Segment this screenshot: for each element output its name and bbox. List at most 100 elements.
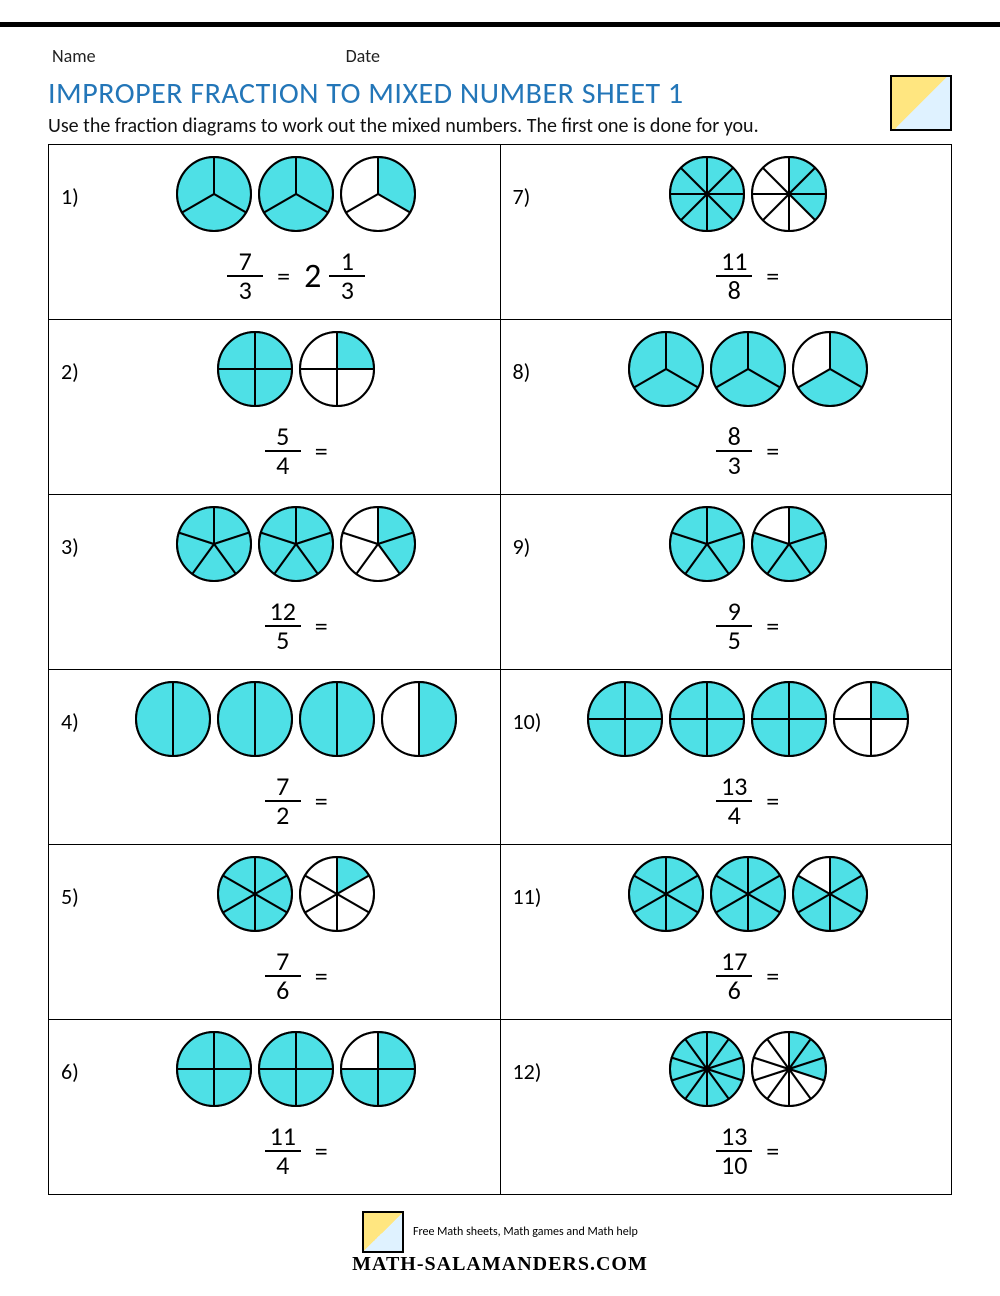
- name-label: Name: [52, 45, 96, 67]
- fraction-circle: [339, 155, 417, 238]
- cell: 3) 125 =: [49, 495, 501, 670]
- circle-row: [175, 155, 417, 238]
- cell: 7) 118 =: [500, 145, 952, 320]
- circle-row: [175, 505, 417, 588]
- fraction-circle: [668, 680, 746, 763]
- equals-sign: =: [766, 260, 779, 292]
- equals-sign: =: [315, 610, 328, 642]
- fraction-circle: [257, 155, 335, 238]
- question-number: 7): [513, 155, 557, 210]
- circle-row: [668, 155, 828, 238]
- fraction-circle: [257, 1030, 335, 1113]
- footer-brand: MATH-SALAMANDERS.COM: [48, 1253, 952, 1276]
- cell: 5) 76 =: [49, 845, 501, 1020]
- circle-row: [216, 330, 376, 413]
- fraction-circle: [709, 855, 787, 938]
- instructions: Use the fraction diagrams to work out th…: [48, 114, 759, 138]
- fraction: 76: [265, 948, 301, 1005]
- question-number: 3): [61, 505, 105, 560]
- worksheet-grid: 1) 73 = 213 7) 118 = 2) 54 =: [48, 144, 952, 1195]
- fraction-circle: [175, 505, 253, 588]
- circle-row: [668, 1030, 828, 1113]
- question-number: 8): [513, 330, 557, 385]
- fraction-circle: [216, 330, 294, 413]
- fraction-circle: [627, 855, 705, 938]
- circle-row: [627, 855, 869, 938]
- fraction-circle: [750, 680, 828, 763]
- fraction-circle: [668, 505, 746, 588]
- equals-sign: =: [766, 610, 779, 642]
- fraction-circle: [298, 855, 376, 938]
- equals-sign: =: [315, 1135, 328, 1167]
- circle-row: [668, 505, 828, 588]
- equals-sign: =: [315, 960, 328, 992]
- question-number: 9): [513, 505, 557, 560]
- fraction-circle: [175, 1030, 253, 1113]
- fraction-circle: [586, 680, 664, 763]
- cell: 8) 83 =: [500, 320, 952, 495]
- fraction-circle: [750, 1030, 828, 1113]
- circle-row: [586, 680, 910, 763]
- question-number: 4): [61, 680, 105, 735]
- equals-sign: =: [315, 785, 328, 817]
- fraction-circle: [832, 680, 910, 763]
- fraction-circle: [339, 1030, 417, 1113]
- equals-sign: =: [766, 435, 779, 467]
- cell: 4) 72 =: [49, 670, 501, 845]
- cell: 11) 176 =: [500, 845, 952, 1020]
- question-number: 10): [513, 680, 557, 735]
- equals-sign: =: [766, 960, 779, 992]
- footer: Free Math sheets, Math games and Math he…: [48, 1211, 952, 1276]
- cell: 10) 134 =: [500, 670, 952, 845]
- answer: 213: [304, 248, 365, 305]
- question-number: 6): [61, 1030, 105, 1085]
- footer-logo-icon: [362, 1211, 404, 1253]
- cell: 1) 73 = 213: [49, 145, 501, 320]
- fraction: 134: [716, 773, 752, 830]
- question-number: 11): [513, 855, 557, 910]
- fraction-circle: [668, 155, 746, 238]
- fraction: 13: [329, 248, 365, 305]
- fraction-circle: [791, 330, 869, 413]
- fraction-circle: [257, 505, 335, 588]
- fraction-circle: [709, 330, 787, 413]
- question-number: 2): [61, 330, 105, 385]
- fraction-circle: [298, 330, 376, 413]
- fraction-circle: [380, 680, 458, 763]
- fraction-circle: [750, 155, 828, 238]
- fraction: 114: [265, 1123, 301, 1180]
- fraction: 72: [265, 773, 301, 830]
- fraction: 1310: [716, 1123, 752, 1180]
- cell: 2) 54 =: [49, 320, 501, 495]
- fraction-circle: [175, 155, 253, 238]
- fraction-circle: [750, 505, 828, 588]
- fraction: 73: [227, 248, 263, 305]
- question-number: 12): [513, 1030, 557, 1085]
- equals-sign: =: [277, 260, 290, 292]
- fraction: 54: [265, 423, 301, 480]
- circle-row: [216, 855, 376, 938]
- question-number: 5): [61, 855, 105, 910]
- fraction: 118: [716, 248, 752, 305]
- fraction-circle: [216, 680, 294, 763]
- fraction-circle: [339, 505, 417, 588]
- brand-logo-icon: [890, 75, 952, 131]
- fraction-circle: [627, 330, 705, 413]
- equals-sign: =: [766, 785, 779, 817]
- circle-row: [175, 1030, 417, 1113]
- circle-row: [134, 680, 458, 763]
- question-number: 1): [61, 155, 105, 210]
- circle-row: [627, 330, 869, 413]
- fraction: 83: [716, 423, 752, 480]
- cell: 12) 1310 =: [500, 1020, 952, 1195]
- equals-sign: =: [766, 1135, 779, 1167]
- fraction-circle: [134, 680, 212, 763]
- equals-sign: =: [315, 435, 328, 467]
- fraction: 95: [716, 598, 752, 655]
- page-title: IMPROPER FRACTION TO MIXED NUMBER SHEET …: [48, 75, 759, 112]
- cell: 9) 95 =: [500, 495, 952, 670]
- footer-tagline: Free Math sheets, Math games and Math he…: [413, 1225, 638, 1239]
- fraction-circle: [668, 1030, 746, 1113]
- fraction-circle: [791, 855, 869, 938]
- cell: 6) 114 =: [49, 1020, 501, 1195]
